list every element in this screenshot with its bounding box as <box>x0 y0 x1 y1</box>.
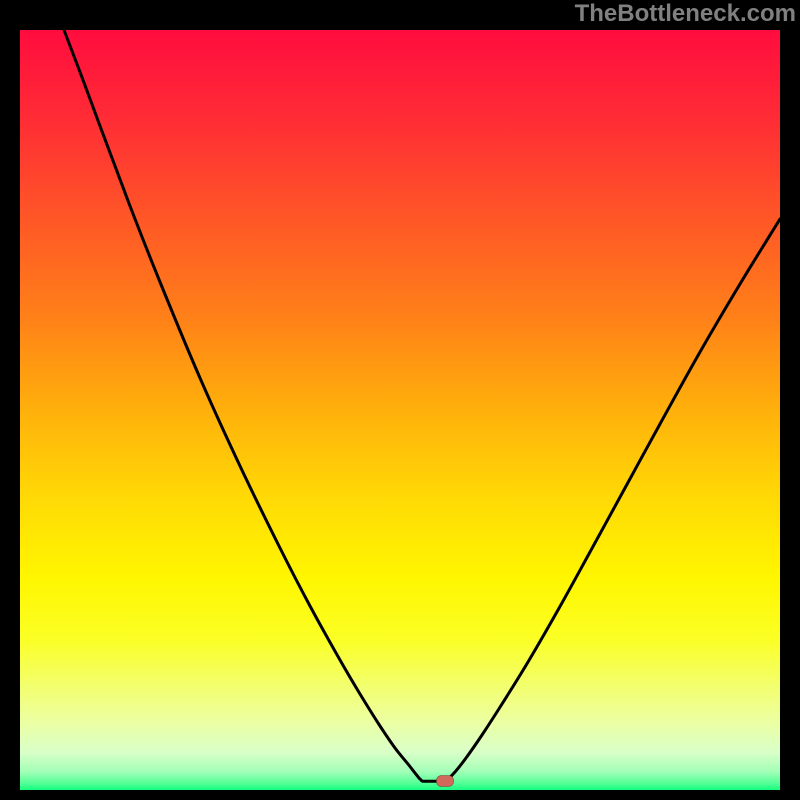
optimum-marker <box>437 776 454 787</box>
watermark: TheBottleneck.com <box>575 0 796 28</box>
bottleneck-chart <box>0 0 800 800</box>
